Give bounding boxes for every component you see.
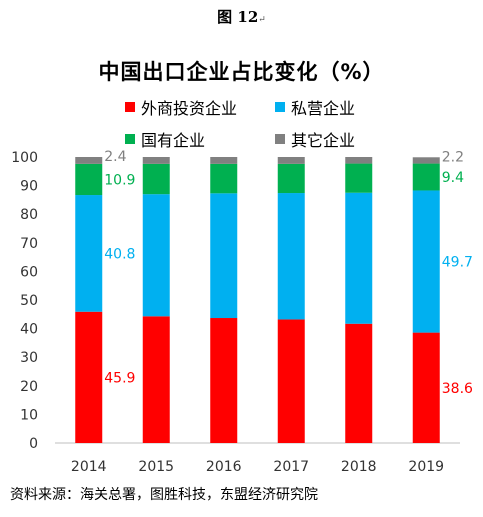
figure-mark: ↵ (258, 15, 266, 25)
data-label: 10.9 (104, 172, 135, 188)
x-tick-label: 2017 (273, 459, 309, 475)
data-label: 38.6 (442, 381, 473, 397)
bar-segment-2015-s3 (142, 157, 170, 164)
bar-segment-2015-s2 (142, 163, 170, 195)
legend-label-foreign: 外商投资企业 (141, 99, 238, 118)
bar-segment-2015-s0 (142, 316, 170, 443)
data-label: 49.7 (442, 255, 473, 271)
x-tick-label: 2016 (206, 459, 242, 475)
x-tick-label: 2019 (408, 459, 444, 475)
source-note: 资料来源：海关总署，图胜科技，东盟经济研究院 (10, 487, 318, 503)
y-tick-label: 80 (20, 207, 38, 223)
legend-item-other: 其它企业 (275, 127, 355, 151)
legend-item-private: 私营企业 (275, 95, 355, 119)
legend-label-private: 私营企业 (291, 99, 356, 118)
legend-item-foreign: 外商投资企业 (125, 95, 237, 119)
bar-segment-2018-s3 (345, 157, 373, 164)
data-label: 2.2 (442, 149, 464, 165)
bar-segment-2019-s0 (412, 332, 440, 443)
x-tick-label: 2015 (138, 459, 174, 475)
data-label: 2.4 (104, 149, 126, 165)
bar-segment-2016-s1 (210, 193, 238, 319)
data-label: 40.8 (104, 246, 135, 262)
y-tick-label: 0 (29, 436, 38, 452)
bar-segment-2016-s3 (210, 157, 238, 164)
data-label: 45.9 (104, 370, 135, 386)
bar-segment-2018-s0 (345, 323, 373, 443)
y-tick-label: 90 (20, 179, 38, 195)
legend-swatch-private (275, 102, 285, 112)
bar-segment-2016-s0 (210, 318, 238, 443)
legend-swatch-other (275, 134, 285, 144)
legend-swatch-state (125, 134, 135, 144)
y-tick-label: 20 (20, 379, 38, 395)
bar-segment-2019-s1 (412, 190, 440, 333)
bar-segment-2014-s1 (75, 195, 103, 312)
bar-segment-2014-s0 (75, 311, 103, 443)
y-tick-label: 40 (20, 322, 38, 338)
bar-segment-2019-s3 (412, 157, 440, 164)
bar-segment-2017-s3 (277, 157, 305, 164)
y-tick-label: 10 (20, 407, 38, 423)
legend-swatch-foreign (125, 102, 135, 112)
y-tick-label: 50 (20, 293, 38, 309)
bar-segment-2017-s0 (277, 319, 305, 443)
figure-label: 图 12↵ (0, 6, 483, 27)
legend-label-other: 其它企业 (291, 131, 356, 150)
chart-title: 中国出口企业占比变化（%） (98, 60, 385, 84)
y-tick-label: 30 (20, 350, 38, 366)
x-tick-label: 2014 (71, 459, 107, 475)
legend-label-state: 国有企业 (141, 131, 206, 150)
bar-segment-2016-s2 (210, 163, 238, 194)
bar-segment-2018-s2 (345, 163, 373, 193)
figure-label-text: 图 12 (217, 8, 259, 26)
y-tick-label: 60 (20, 264, 38, 280)
bar-segment-2014-s2 (75, 163, 103, 196)
bar-segment-2019-s2 (412, 163, 440, 191)
bar-segment-2017-s1 (277, 193, 305, 320)
y-tick-label: 70 (20, 236, 38, 252)
bar-segment-2014-s3 (75, 157, 103, 164)
legend-item-state: 国有企业 (125, 127, 205, 151)
bar-segment-2018-s1 (345, 192, 373, 324)
y-tick-label: 100 (11, 150, 38, 166)
data-label: 9.4 (442, 170, 464, 186)
bar-segment-2015-s1 (142, 194, 170, 317)
x-tick-label: 2018 (341, 459, 377, 475)
bar-segment-2017-s2 (277, 163, 305, 194)
